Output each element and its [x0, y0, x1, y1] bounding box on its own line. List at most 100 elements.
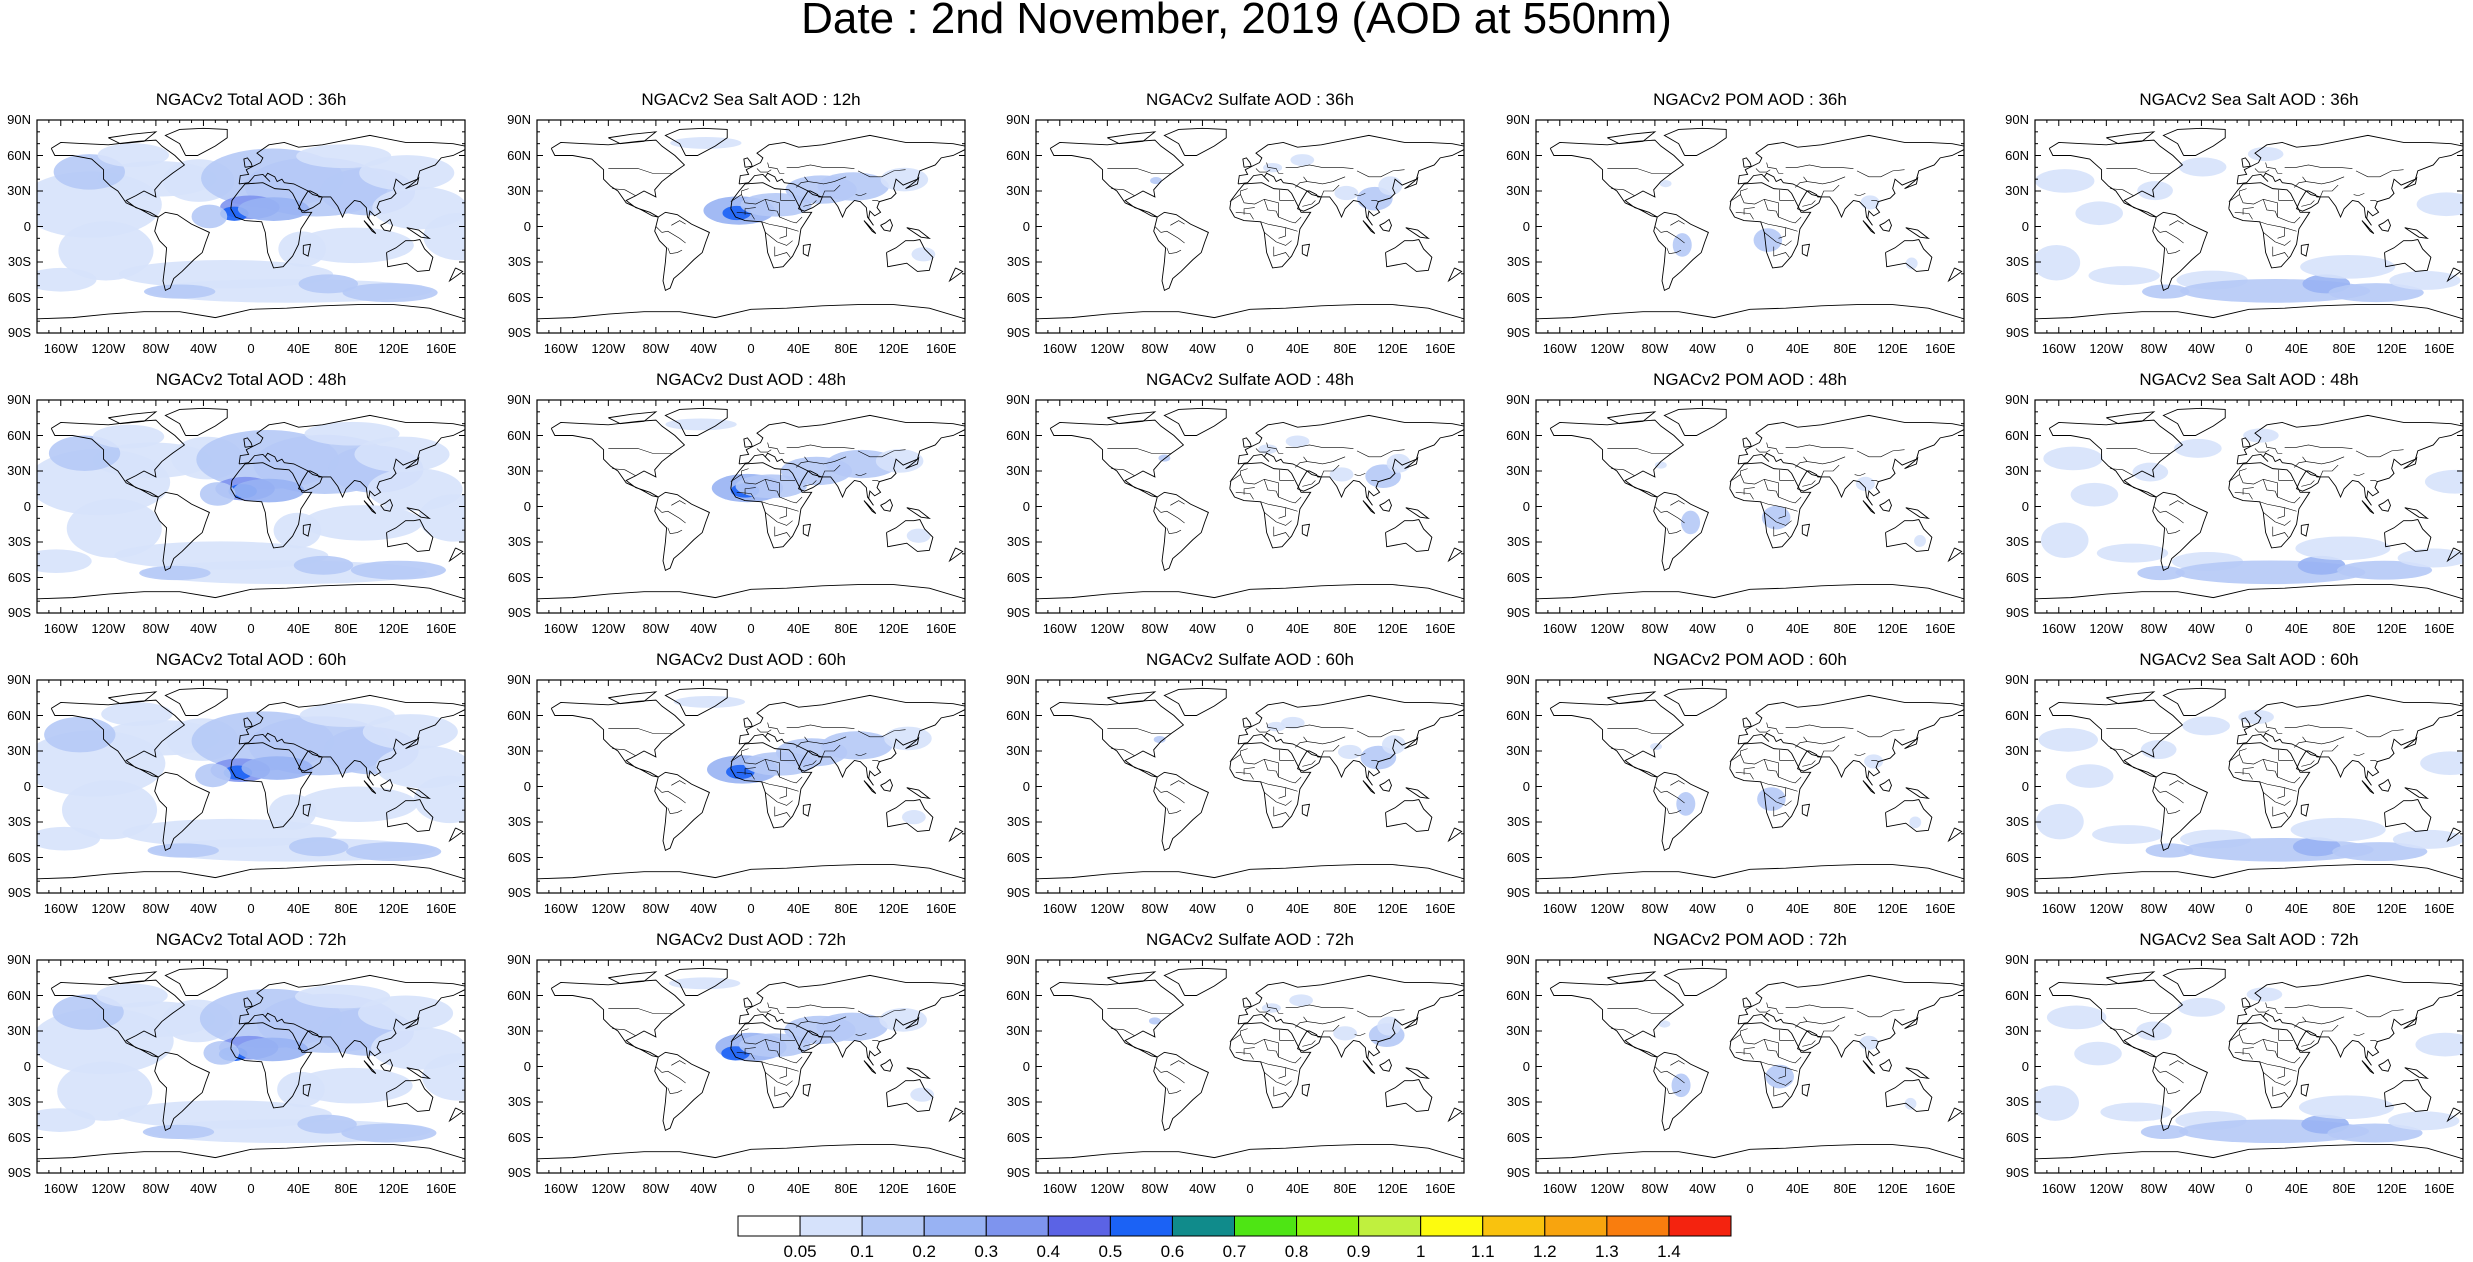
map-canvas	[536, 119, 966, 334]
lon-tick-label: 40W	[1689, 901, 1716, 916]
country-border	[1229, 188, 1248, 202]
aerosol-shading	[96, 983, 168, 1008]
lon-tick-label: 160W	[2041, 621, 2076, 636]
coastline	[108, 971, 158, 985]
country-border	[1764, 512, 1792, 526]
lon-tick-label: 40W	[690, 621, 717, 636]
country-border	[1871, 1040, 1879, 1042]
country-border	[741, 474, 780, 498]
lat-tick-label: 60S	[2005, 569, 2029, 585]
country-border	[2228, 468, 2247, 482]
colorbar-swatch	[1047, 1215, 1111, 1237]
country-border	[1166, 1087, 1182, 1095]
aerosol-shading	[1289, 994, 1314, 1007]
lon-tick-label: 160W	[543, 621, 578, 636]
coastline	[238, 694, 465, 786]
lon-tick-label: 40E	[2284, 1181, 2309, 1196]
lon-tick-label: 0	[247, 341, 255, 356]
lat-tick-label: 90S	[7, 885, 31, 900]
aerosol-shading	[37, 549, 92, 573]
lon-tick-label: 160W	[543, 341, 578, 356]
coastline	[1862, 1060, 1876, 1074]
country-border	[1779, 749, 1794, 761]
lat-tick-label: 90S	[507, 885, 531, 900]
lat-tick-label: 60N	[1006, 987, 1030, 1003]
aerosol-shading	[880, 167, 929, 192]
country-border	[730, 468, 749, 482]
country-border	[661, 230, 686, 244]
coastline	[1663, 127, 1727, 156]
lat-tick-label: 90S	[507, 1165, 531, 1180]
lon-tick-label: 120W	[91, 901, 126, 916]
country-border	[1785, 164, 1854, 169]
country-border	[1354, 473, 1366, 477]
country-border	[2293, 741, 2307, 748]
country-border	[1160, 790, 1185, 804]
country-border	[1794, 1021, 1808, 1028]
country-border	[1821, 1024, 1840, 1038]
country-border	[855, 193, 867, 197]
coastline	[1729, 1022, 1812, 1109]
lat-tick-label: 90N	[1506, 392, 1530, 407]
country-border	[2109, 468, 2134, 476]
aerosol-shading	[2145, 843, 2194, 858]
aerosol-shading	[423, 212, 465, 261]
lat-tick-label: 30N	[2005, 1023, 2029, 1038]
lon-tick-label: 120W	[91, 621, 126, 636]
map-panel: NGACv2 Dust AOD : 48h 90N 60N 30N 0 30S 60S 90S…	[507, 370, 966, 636]
coastline	[1362, 1060, 1376, 1074]
lon-tick-label: 120E	[2376, 901, 2407, 916]
coastline	[1404, 736, 1419, 750]
coastline	[1405, 227, 1430, 240]
aerosol-shading	[203, 1041, 240, 1065]
lon-tick-label: 0	[747, 341, 755, 356]
country-border	[1660, 1070, 1685, 1084]
lat-tick-label: 60S	[1506, 569, 1530, 585]
coastline	[664, 127, 728, 156]
country-border	[1356, 1009, 1405, 1018]
lon-tick-label: 120E	[1377, 621, 1408, 636]
coastline	[1447, 827, 1463, 843]
aerosol-shading	[1658, 1020, 1671, 1028]
country-border	[2228, 748, 2247, 762]
country-border	[2265, 442, 2283, 454]
coastline	[948, 1107, 964, 1123]
country-border	[765, 512, 793, 526]
coastline	[1237, 414, 1464, 506]
country-border	[1371, 200, 1379, 202]
country-border	[2278, 469, 2293, 481]
country-border	[744, 1047, 756, 1055]
aerosol-shading	[2292, 837, 2341, 857]
country-border	[1654, 786, 1662, 793]
country-border	[1794, 741, 1808, 748]
lat-tick-label: 90N	[7, 952, 31, 967]
coastline	[108, 691, 158, 705]
lon-tick-label: 80W	[2140, 341, 2168, 356]
aerosol-shading	[2247, 146, 2284, 162]
country-border	[1303, 736, 1346, 745]
coastline	[37, 584, 465, 600]
country-border	[1229, 1028, 1248, 1042]
country-border	[1263, 1039, 1291, 1063]
coastline	[1737, 974, 1964, 1066]
lat-tick-label: 30N	[1506, 463, 1530, 478]
country-border	[2277, 507, 2285, 519]
country-border	[1755, 1008, 1771, 1013]
lat-tick-label: 30N	[7, 743, 31, 758]
coastline	[654, 1051, 710, 1132]
country-border	[1607, 448, 1671, 454]
coastline	[380, 778, 393, 792]
country-border	[2302, 456, 2345, 465]
coastline	[1737, 414, 1964, 506]
aerosol-shading	[354, 436, 450, 473]
coastline	[730, 742, 813, 829]
coastline	[2446, 267, 2462, 283]
colorbar-swatch	[1482, 1215, 1546, 1237]
coastline	[2152, 211, 2208, 292]
lon-tick-label: 160E	[1925, 341, 1956, 356]
coastline	[164, 407, 228, 436]
country-border	[661, 510, 686, 524]
aerosol-shading	[1148, 1017, 1161, 1025]
coastline	[2404, 507, 2429, 520]
lat-tick-label: 60S	[2005, 849, 2029, 865]
